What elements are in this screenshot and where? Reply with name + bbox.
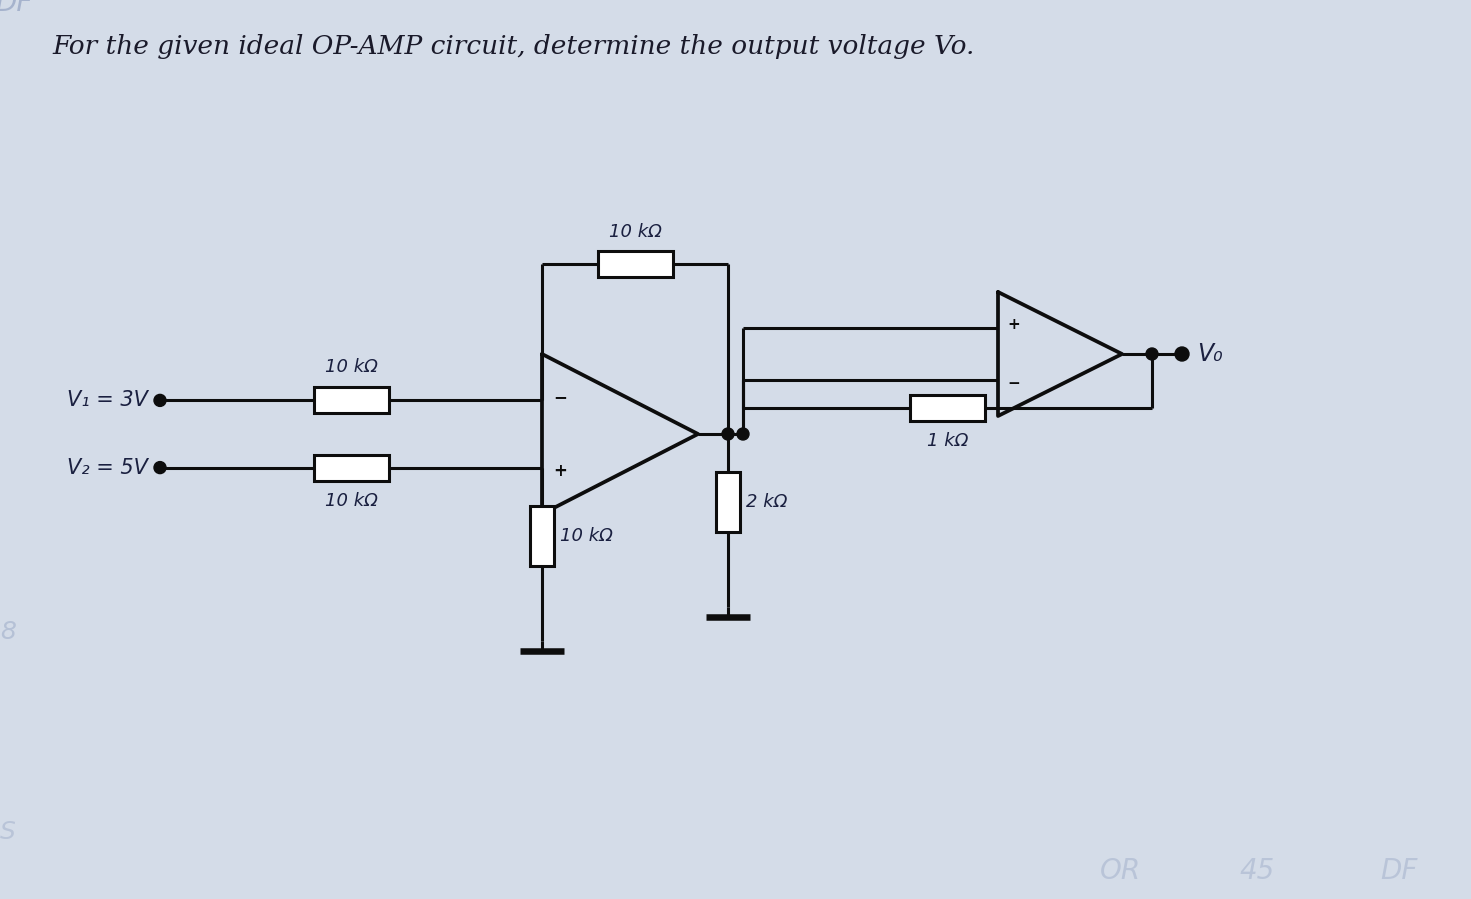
- Text: 10 kΩ: 10 kΩ: [325, 492, 378, 510]
- Text: 2 kΩ: 2 kΩ: [746, 493, 787, 511]
- Text: 45: 45: [1240, 857, 1275, 885]
- Circle shape: [1146, 348, 1158, 360]
- Text: +: +: [1008, 317, 1019, 333]
- Circle shape: [154, 461, 166, 474]
- Text: −: −: [553, 388, 566, 406]
- Text: For the given ideal OP-AMP circuit, determine the output voltage Vo.: For the given ideal OP-AMP circuit, dete…: [51, 34, 974, 59]
- Circle shape: [722, 428, 734, 440]
- Text: DF: DF: [0, 0, 32, 17]
- Bar: [597, 251, 672, 277]
- Text: +: +: [553, 461, 566, 479]
- Text: 10 kΩ: 10 kΩ: [609, 223, 662, 241]
- Text: OR: OR: [1100, 857, 1141, 885]
- Bar: [313, 455, 388, 481]
- Bar: [911, 395, 986, 421]
- Text: V₁ = 3V: V₁ = 3V: [68, 390, 149, 411]
- Text: 1 kΩ: 1 kΩ: [927, 432, 968, 450]
- Text: V₂ = 5V: V₂ = 5V: [68, 458, 149, 477]
- Bar: [313, 387, 388, 414]
- Text: V₀: V₀: [1197, 342, 1222, 366]
- Text: 10 kΩ: 10 kΩ: [560, 527, 613, 545]
- Text: S: S: [0, 820, 16, 844]
- Circle shape: [1175, 347, 1189, 361]
- Bar: [530, 505, 555, 565]
- Text: 8: 8: [0, 620, 16, 644]
- Circle shape: [154, 395, 166, 406]
- Bar: [716, 472, 740, 532]
- Text: DF: DF: [1380, 857, 1418, 885]
- Text: 10 kΩ: 10 kΩ: [325, 359, 378, 377]
- Circle shape: [737, 428, 749, 440]
- Text: −: −: [1008, 376, 1019, 390]
